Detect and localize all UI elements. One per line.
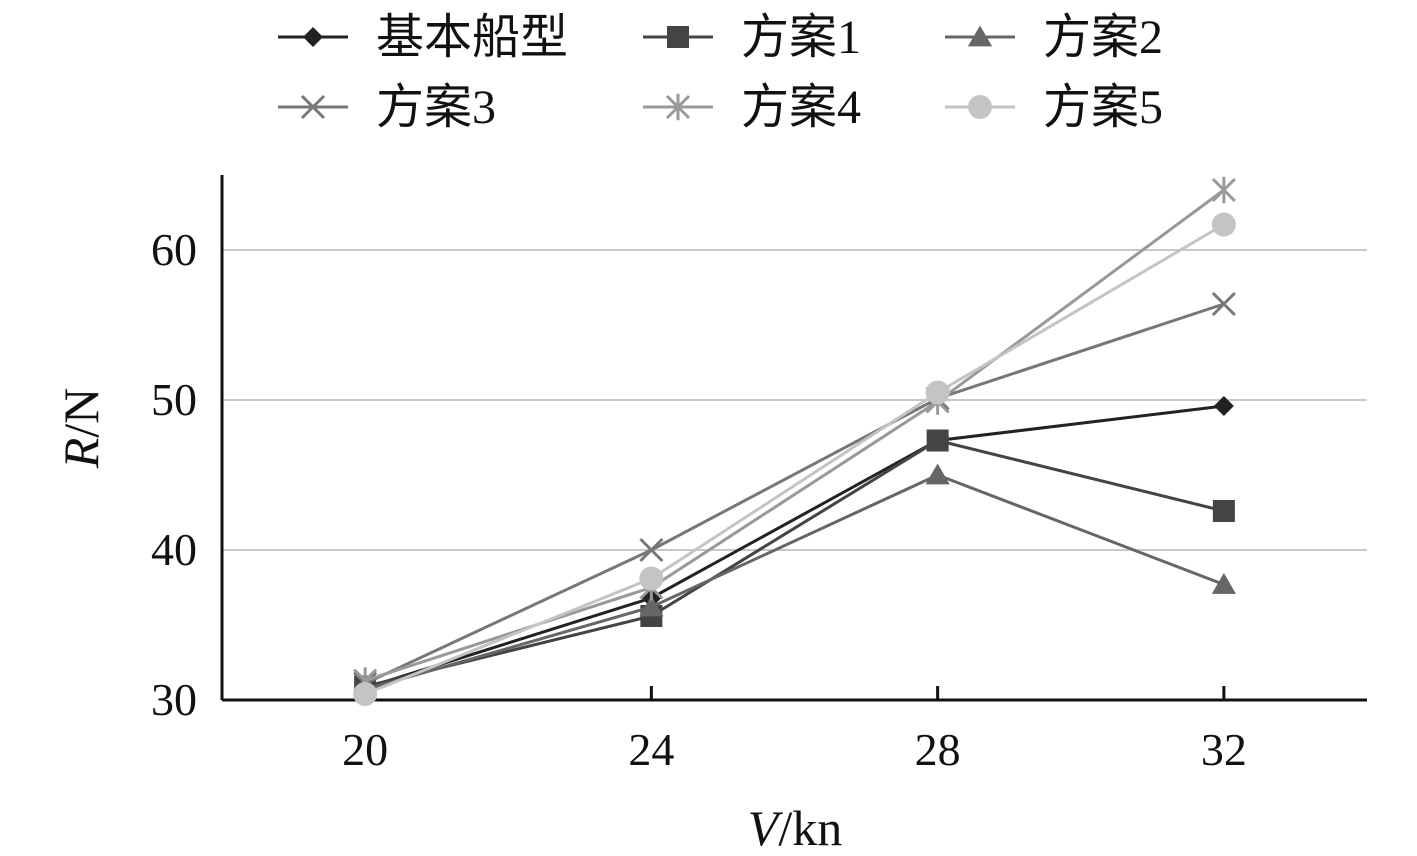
data-point: [926, 429, 949, 452]
y-tick-label: 60: [151, 224, 197, 275]
data-point: [639, 566, 664, 591]
x-axis-label: V/kn: [748, 800, 842, 856]
legend-item: 方案3: [278, 81, 496, 134]
y-tick-label: 30: [151, 674, 197, 725]
legend-marker: [667, 26, 689, 48]
series-line: [364, 404, 1225, 690]
x-tick-label: 28: [915, 724, 961, 775]
data-point: [925, 463, 950, 485]
legend-label: 方案2: [1043, 11, 1163, 64]
series-line: [364, 438, 1225, 688]
series-2: [354, 429, 1235, 698]
legend-item: 方案1: [643, 11, 861, 64]
legend-marker: [967, 25, 993, 47]
x-axis-variable: V: [748, 800, 784, 856]
y-axis-variable: R: [53, 438, 109, 470]
data-point: [639, 537, 664, 563]
legend-label: 方案3: [376, 81, 496, 134]
legend-marker: [968, 95, 992, 119]
x-tick-label: 20: [342, 724, 388, 775]
data-point: [925, 380, 950, 405]
data-point: [353, 682, 378, 706]
data-point: [1211, 176, 1236, 204]
series-6: [353, 212, 1236, 706]
series-5: [353, 176, 1236, 694]
tick-labels: 20 24 28 32 30 40 50 60: [151, 224, 1247, 775]
legend-marker: [303, 27, 323, 47]
legend-item: 方案2: [945, 11, 1163, 64]
data-point: [1211, 291, 1236, 317]
data-point: [1213, 396, 1234, 416]
x-axis-unit: /kn: [778, 800, 842, 856]
series-line: [364, 473, 1225, 691]
legend-label: 方案5: [1043, 81, 1163, 134]
legend-item: 方案4: [643, 81, 861, 134]
legend-item: 方案5: [945, 81, 1163, 134]
legend: 基本船型 方案1 方案2 方案3 方案4 方案5: [278, 11, 1163, 134]
x-tick-label: 24: [628, 724, 674, 775]
legend-item: 基本船型: [278, 11, 568, 64]
axes: [220, 175, 1367, 702]
y-axis-label: R/N: [53, 388, 109, 470]
y-tick-label: 50: [151, 374, 197, 425]
x-tick-label: 32: [1201, 724, 1247, 775]
legend-label: 方案4: [741, 81, 861, 134]
legend-label: 方案1: [741, 11, 861, 64]
y-axis-unit: /N: [53, 388, 109, 438]
series-layer: [353, 176, 1236, 706]
data-point: [639, 595, 664, 617]
series-line: [364, 188, 1225, 682]
data-point: [1211, 572, 1236, 594]
legend-marker: [300, 94, 326, 120]
gridlines: [222, 249, 1367, 551]
series-3: [353, 463, 1236, 699]
legend-marker: [665, 93, 691, 121]
series-1: [355, 396, 1234, 698]
series-line: [364, 223, 1225, 696]
data-point: [1212, 500, 1235, 522]
data-point: [1211, 212, 1236, 237]
legend-label: 基本船型: [376, 11, 568, 64]
series-line: [364, 302, 1225, 685]
y-tick-label: 40: [151, 524, 197, 575]
